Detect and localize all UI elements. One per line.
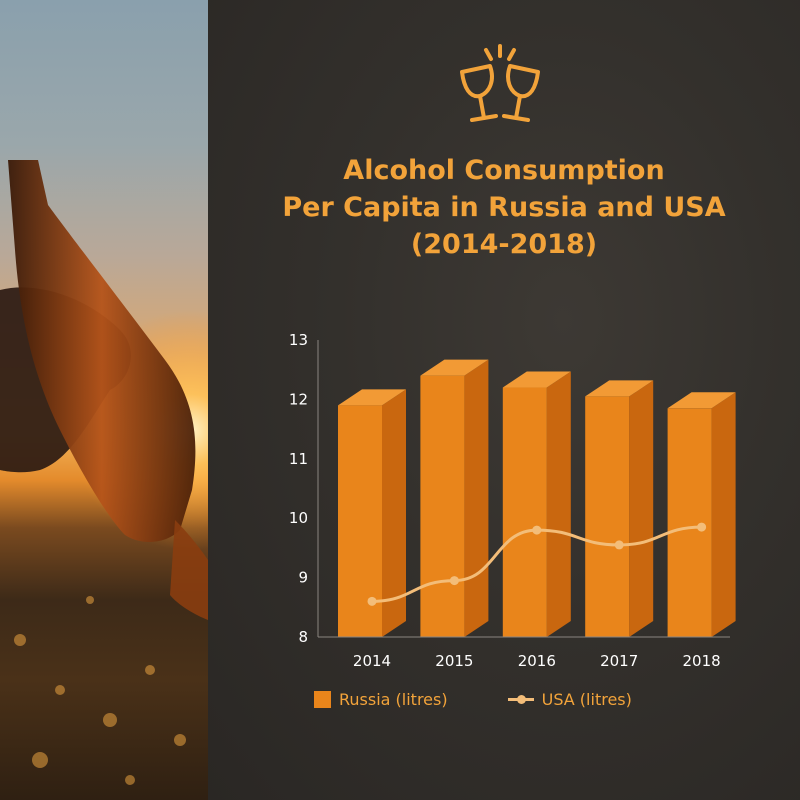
bar-side: [629, 380, 654, 637]
usa-point-2017: [614, 540, 624, 550]
bar-front: [420, 375, 465, 637]
usa-line-series: [367, 522, 707, 606]
bar-top: [585, 380, 654, 397]
bar-side: [382, 389, 406, 637]
bar-front: [667, 408, 712, 637]
bar-side: [464, 359, 489, 637]
legend-marker-usa: [507, 695, 534, 704]
usa-point-2018: [697, 522, 707, 532]
y-tick-label-10: 10: [289, 509, 308, 527]
bar-top: [667, 392, 736, 409]
bar-top: [502, 371, 571, 388]
bar-top: [420, 359, 489, 376]
y-tick-label-8: 8: [298, 628, 308, 646]
bar-front: [502, 387, 547, 637]
x-tick-label-2017: 2017: [600, 652, 638, 670]
y-tick-label-13: 13: [289, 331, 308, 349]
bar-top: [338, 389, 406, 406]
x-tick-label-2016: 2016: [518, 652, 556, 670]
usa-point-2014: [367, 596, 377, 606]
axes: [317, 340, 730, 638]
x-axis-ticks: 2014 2015 2016 2017 2018: [353, 652, 721, 670]
title-line-1: Alcohol Consumption: [343, 155, 665, 186]
bar-russia-2017: [585, 380, 654, 637]
bar-russia-2015: [420, 359, 489, 637]
y-axis-ticks: 8 9 10 11 12 13: [289, 331, 308, 646]
legend-swatch-russia: [314, 691, 331, 708]
chart-legend: Russia (litres) USA (litres): [314, 690, 692, 709]
y-tick-label-9: 9: [298, 569, 308, 587]
bar-side: [711, 392, 736, 637]
bar-front: [585, 396, 630, 637]
y-tick-label-12: 12: [289, 390, 308, 408]
x-tick-label-2018: 2018: [683, 652, 721, 670]
usa-point-2015: [449, 576, 459, 586]
bar-side: [546, 371, 571, 637]
russia-bars: [338, 359, 736, 637]
legend-label-russia: Russia (litres): [339, 690, 448, 709]
legend-item-usa: USA (litres): [507, 690, 632, 709]
legend-label-usa: USA (litres): [541, 690, 632, 709]
usa-point-2016: [532, 525, 542, 535]
bar-russia-2016: [502, 371, 571, 637]
x-tick-label-2014: 2014: [353, 652, 391, 670]
bar-russia-2018: [667, 392, 736, 637]
chart-title: Alcohol Consumption Per Capita in Russia…: [208, 152, 800, 263]
photo-illustration: [0, 0, 208, 800]
y-tick-label-11: 11: [289, 450, 308, 468]
clinking-glasses-icon: [460, 44, 540, 122]
legend-item-russia: Russia (litres): [314, 690, 448, 709]
x-tick-label-2015: 2015: [435, 652, 473, 670]
beer-bottle-photo: [0, 0, 208, 800]
title-line-3: (2014-2018): [410, 229, 598, 260]
title-line-2: Per Capita in Russia and USA: [282, 192, 726, 223]
